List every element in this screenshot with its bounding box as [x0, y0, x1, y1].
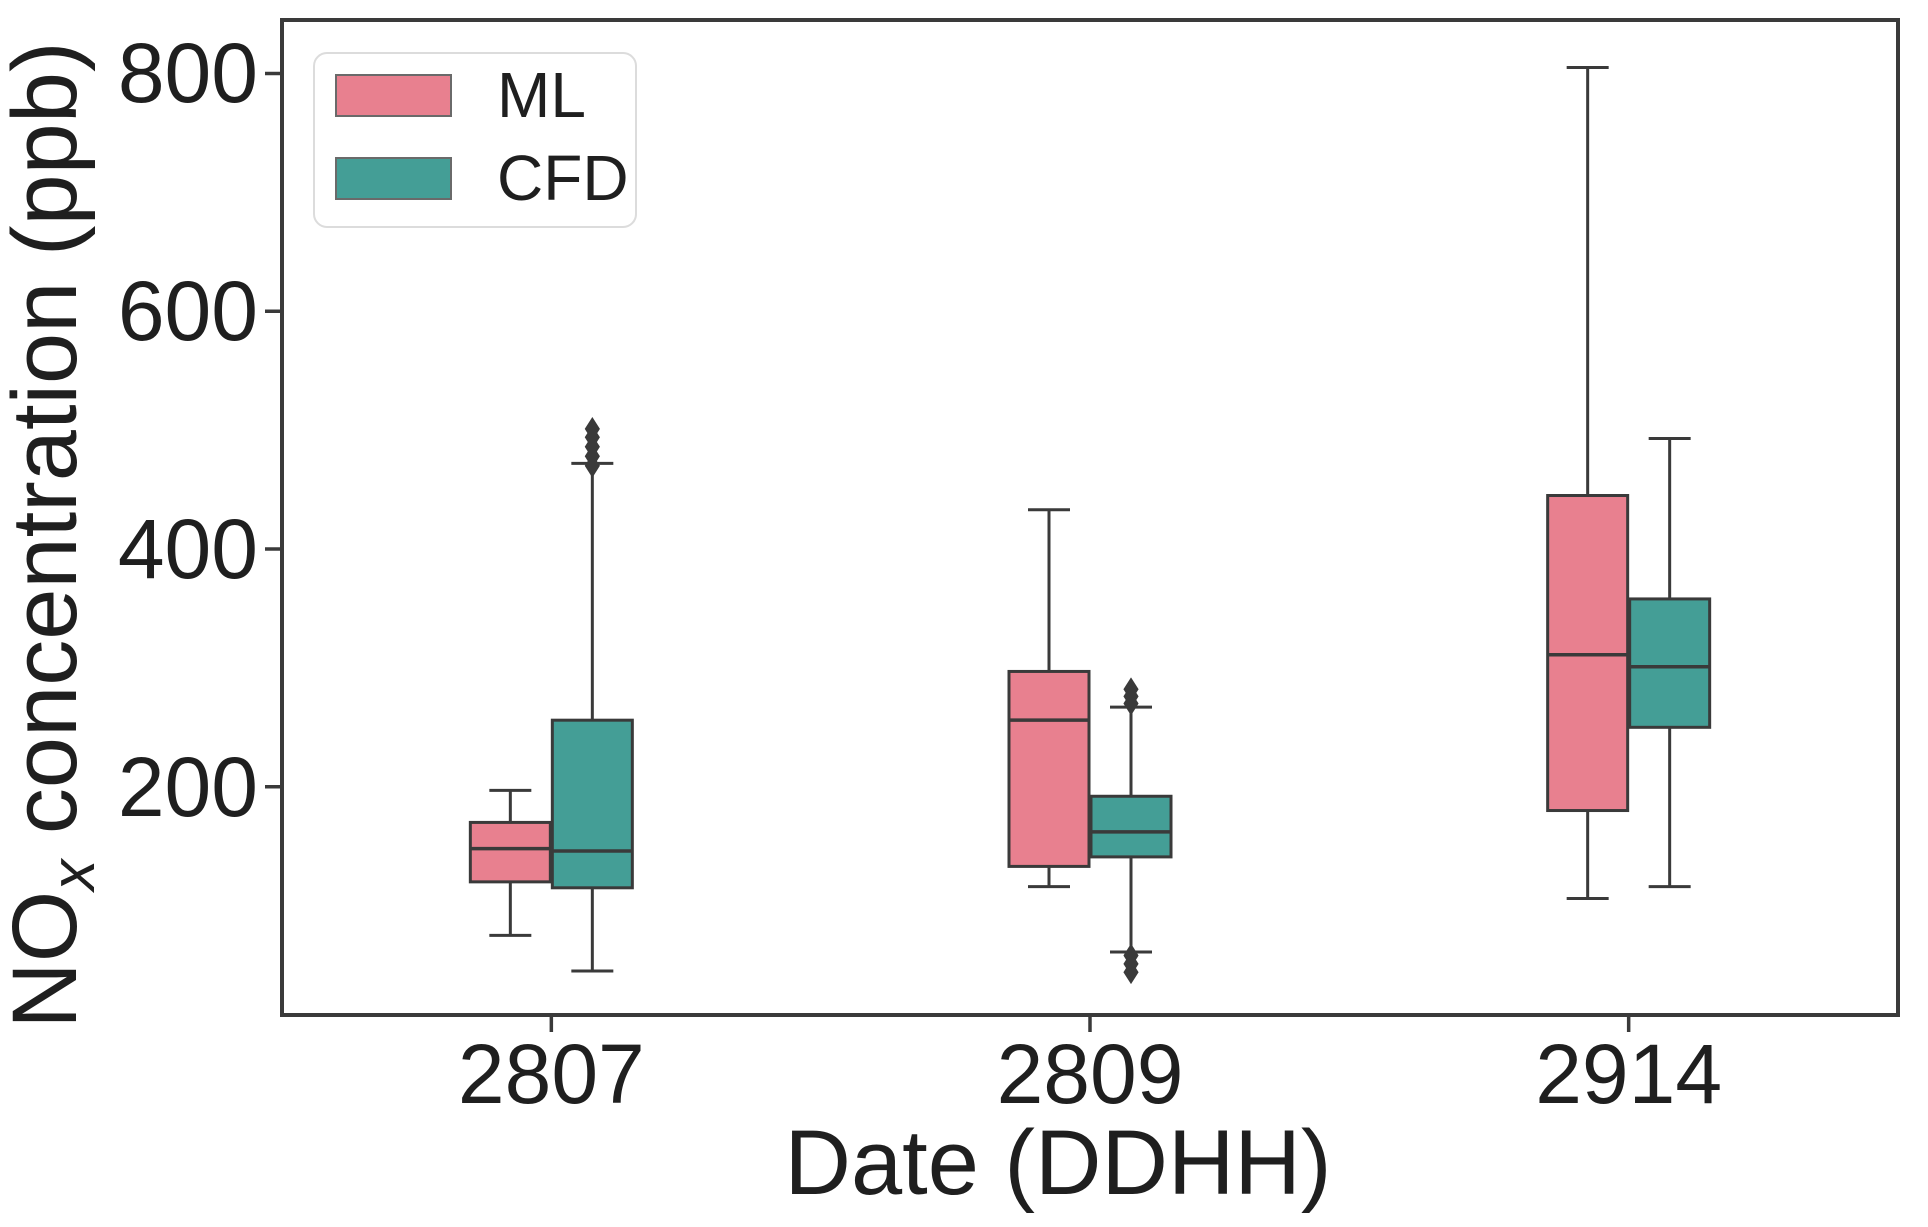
x-tick-label-2914: 2914	[1535, 1027, 1723, 1121]
legend-box: ML CFD	[313, 52, 637, 228]
x-tick-label-2809: 2809	[996, 1027, 1184, 1121]
outlier-marker-cfd-2807	[584, 417, 600, 441]
box-ml-2809	[1007, 669, 1091, 868]
y-tick-label-200: 200	[117, 739, 258, 834]
box-cfd-2809	[1089, 794, 1173, 859]
outlier-marker-cfd-2809	[1123, 677, 1139, 702]
box-cfd-2807	[550, 718, 634, 890]
legend-swatch-ml	[335, 74, 452, 117]
box-ml-2807	[468, 820, 552, 884]
y-tick-label-800: 800	[117, 26, 258, 121]
plot-border	[280, 18, 1900, 1017]
y-tick-label-600: 600	[117, 264, 258, 359]
y-axis-title-subscript: x	[39, 859, 108, 891]
y-axis-title: NOx concentration (ppb)	[0, 41, 108, 1029]
legend-label-cfd: CFD	[497, 142, 629, 214]
box-cfd-2914	[1628, 597, 1712, 729]
x-axis-title: Date (DDHH)	[784, 1112, 1332, 1214]
y-tick-label-400: 400	[117, 502, 258, 596]
y-axis-title-suffix: concentration (ppb)	[0, 41, 96, 860]
legend-swatch-cfd	[335, 157, 452, 200]
legend-label-ml: ML	[497, 59, 586, 131]
y-axis-title-prefix: NO	[0, 890, 96, 1029]
x-tick-label-2807: 2807	[457, 1027, 645, 1121]
outlier-marker-cfd-2809	[1123, 960, 1139, 985]
box-ml-2914	[1546, 494, 1630, 813]
